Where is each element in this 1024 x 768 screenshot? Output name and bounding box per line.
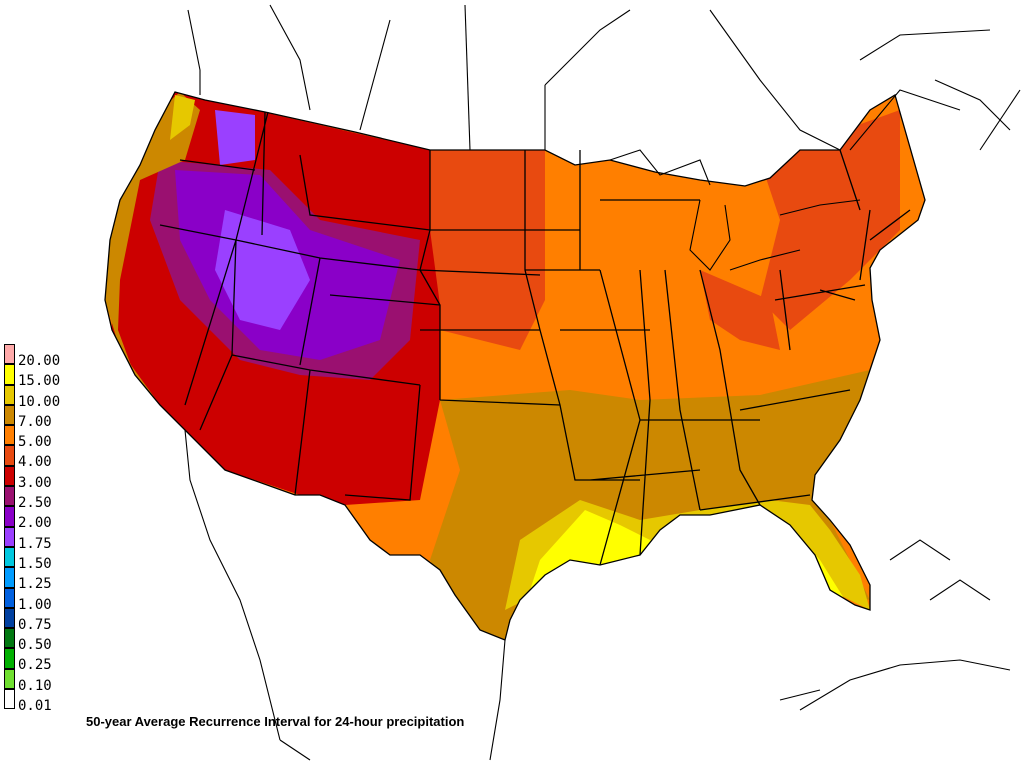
state-lines: [159, 111, 911, 566]
legend-label: 0.25: [18, 657, 52, 674]
legend-swatch: [4, 384, 15, 405]
legend-label: 0.01: [18, 698, 52, 715]
legend-swatch: [4, 344, 15, 365]
legend-label: 1.25: [18, 576, 52, 593]
legend-label: 1.75: [18, 535, 52, 552]
legend-swatch: [4, 668, 15, 690]
legend-swatch: [4, 648, 15, 669]
legend-label: 10.00: [18, 393, 61, 410]
legend-label: 1.50: [18, 555, 52, 572]
region-olympics: [170, 95, 195, 140]
legend-label: 5.00: [18, 434, 52, 451]
coastline-context: [184, 4, 1021, 761]
map-caption: 50-year Average Recurrence Interval for …: [86, 714, 465, 729]
legend-swatch: [4, 425, 15, 446]
legend-swatch: [4, 465, 15, 487]
legend-swatch: [4, 587, 15, 608]
legend-swatch: [4, 607, 15, 629]
legend-label: 1.00: [18, 596, 52, 613]
legend-swatch: [4, 364, 15, 385]
legend-swatch: [4, 404, 15, 426]
legend-swatch: [4, 526, 15, 547]
region-southeast: [430, 370, 880, 640]
region-pacific-coast: [105, 92, 200, 430]
legend-label: 15.00: [18, 373, 61, 390]
legend-swatch: [4, 689, 15, 710]
region-northeast: [760, 110, 900, 330]
legend-label: 3.00: [18, 474, 52, 491]
region-idaho-core: [215, 110, 255, 165]
legend-swatch: [4, 506, 15, 527]
legend-swatch: [4, 567, 15, 588]
us-outline: [104, 91, 926, 641]
legend-label: 2.50: [18, 495, 52, 512]
legend-label: 2.00: [18, 515, 52, 532]
region-northern-plains: [420, 150, 545, 350]
legend-label: 0.50: [18, 637, 52, 654]
legend-label: 7.00: [18, 413, 52, 430]
legend-swatch: [4, 628, 15, 649]
legend-swatch: [4, 486, 15, 507]
region-ohio-valley: [700, 270, 780, 350]
legend-label: 0.10: [18, 677, 52, 694]
legend-label: 20.00: [18, 353, 61, 369]
legend-swatch: [4, 445, 15, 466]
state-borders: [104, 91, 926, 641]
legend-label: 0.75: [18, 616, 52, 633]
legend-label: 4.00: [18, 454, 52, 471]
legend-swatch: [4, 546, 15, 568]
